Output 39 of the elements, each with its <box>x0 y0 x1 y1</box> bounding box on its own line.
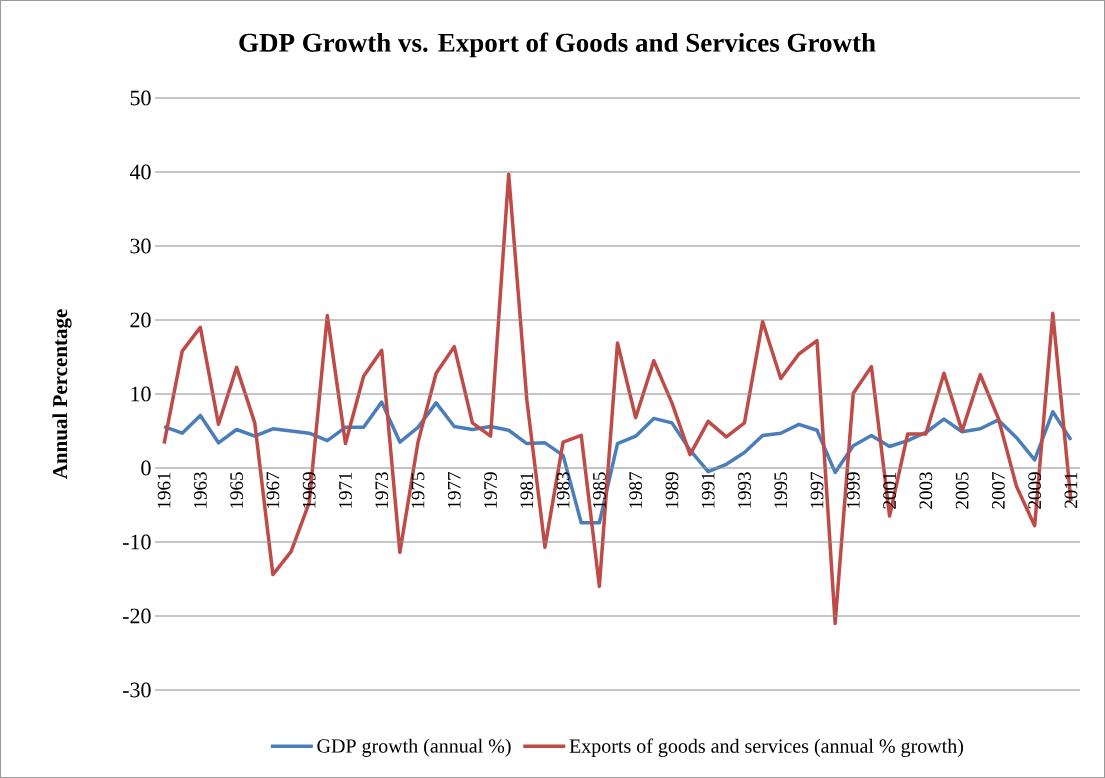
y-tick-label: 10 <box>131 386 151 402</box>
x-tick-label: 2011 <box>1064 472 1078 508</box>
x-tick-label: 1975 <box>411 472 425 508</box>
y-tick-label: 30 <box>130 238 151 254</box>
x-tick-label: 1961 <box>157 472 171 508</box>
y-tick-label: 50 <box>130 90 151 106</box>
legend-label: GDP growth (annual %) <box>317 738 511 757</box>
x-tick-label: 1993 <box>738 472 751 508</box>
legend-label: Exports of goods and services (annual % growth) <box>569 738 964 757</box>
y-tick-label: -10 <box>122 534 151 550</box>
x-tick-label: 1977 <box>447 472 461 508</box>
x-tick-label: 1963 <box>193 472 207 508</box>
x-tick-label: 1969 <box>302 472 316 508</box>
x-tick-label: 1999 <box>846 472 860 508</box>
x-tick-label: 1989 <box>665 472 679 508</box>
x-tick-label: 1995 <box>774 472 788 508</box>
x-tick-label: 2003 <box>919 472 933 509</box>
x-tick-label: 1997 <box>810 472 824 508</box>
x-tick-label: 1987 <box>629 472 643 508</box>
y-tick-label: 40 <box>129 164 151 180</box>
x-tick-label: 1983 <box>556 472 570 508</box>
x-tick-label: 1965 <box>230 472 244 508</box>
chart-title: GDP Growth vs. Export of Goods and Services Growth <box>239 32 876 58</box>
x-tick-label: 2001 <box>883 472 896 509</box>
x-tick-label: 1985 <box>592 472 606 508</box>
x-tick-label: 1967 <box>266 472 280 508</box>
x-tick-label: 1991 <box>701 472 715 508</box>
x-tick-label: 1981 <box>520 472 534 508</box>
y-tick-label: 20 <box>130 312 151 328</box>
x-tick-label: 1971 <box>339 472 352 508</box>
y-tick-label: -30 <box>122 682 151 698</box>
x-tick-label: 1979 <box>484 472 497 508</box>
x-tick-label: 1973 <box>375 472 389 508</box>
x-tick-label: 2009 <box>1028 472 1042 509</box>
x-tick-label: 2005 <box>955 472 969 509</box>
y-tick-label: -20 <box>122 608 151 624</box>
x-tick-label: 2007 <box>991 472 1005 509</box>
y-tick-label: 0 <box>141 460 151 476</box>
y-axis-title: Annual Percentage <box>52 309 72 480</box>
